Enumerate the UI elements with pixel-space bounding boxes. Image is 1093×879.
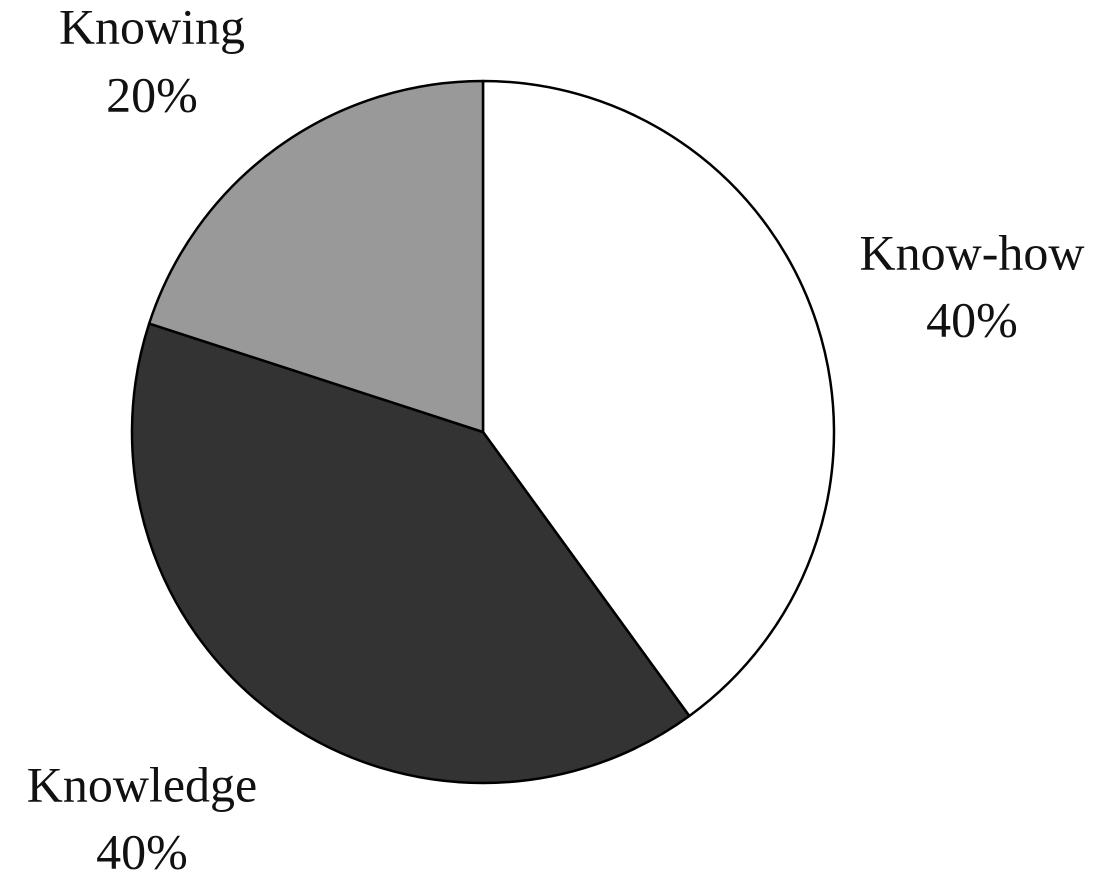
- pie-slice: [130, 322, 691, 785]
- slice-label: Knowing: [59, 0, 245, 54]
- pie-slice: [481, 79, 836, 718]
- slice-value-label: 40%: [96, 823, 188, 879]
- slice-label: Knowledge: [27, 756, 258, 812]
- slice-value-label: 40%: [926, 291, 1018, 347]
- pie-slice: [147, 79, 485, 434]
- slice-label: Know-how: [860, 224, 1085, 280]
- slice-value-label: 20%: [106, 66, 198, 122]
